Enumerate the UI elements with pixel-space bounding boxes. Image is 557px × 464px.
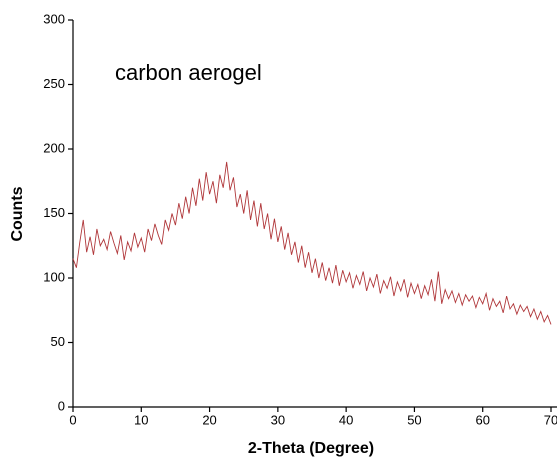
y-tick-label: 150 (43, 205, 65, 220)
x-tick-label: 0 (69, 412, 76, 427)
y-tick-label: 250 (43, 76, 65, 91)
x-tick-label: 10 (134, 412, 148, 427)
y-tick-label: 100 (43, 269, 65, 284)
y-tick-label: 200 (43, 140, 65, 155)
x-tick-label: 30 (271, 412, 285, 427)
y-tick-label: 300 (43, 11, 65, 26)
x-tick-label: 40 (339, 412, 353, 427)
y-axis-label: Counts (9, 186, 26, 241)
annotation: carbon aerogel (115, 60, 262, 85)
x-tick-label: 70 (544, 412, 557, 427)
y-tick-label: 50 (51, 334, 65, 349)
data-line (72, 161, 552, 325)
x-tick-label: 20 (202, 412, 216, 427)
x-tick-label: 60 (475, 412, 489, 427)
x-axis-label: 2-Theta (Degree) (248, 440, 374, 457)
y-tick-label: 0 (58, 398, 65, 413)
x-tick-label: 50 (407, 412, 421, 427)
